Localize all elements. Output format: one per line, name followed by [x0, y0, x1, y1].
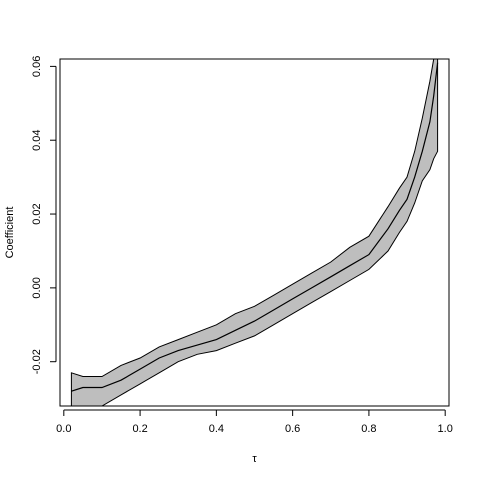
- y-tick-label: 0.06: [31, 56, 43, 77]
- x-tick-label: 0.6: [285, 423, 300, 435]
- x-tick-label: 0.0: [56, 423, 71, 435]
- y-axis: -0.02 0.00 0.02 0.04 0.06: [31, 56, 57, 374]
- confidence-band: [70, 58, 439, 407]
- x-tick-label: 0.4: [209, 423, 224, 435]
- x-tick-label: 0.2: [132, 423, 147, 435]
- estimate-line: [71, 62, 439, 392]
- y-tick-label: 0.00: [31, 277, 43, 298]
- y-tick-label: 0.02: [31, 203, 43, 224]
- y-axis-title: Coefficient: [4, 207, 16, 259]
- plot-area-frame: [59, 58, 450, 407]
- x-tick-label: 1.0: [438, 423, 453, 435]
- y-tick-label: -0.02: [31, 349, 43, 374]
- confidence-band-layer: [70, 58, 439, 407]
- x-tick-label: 0.8: [361, 423, 376, 435]
- x-axis-title: τ: [252, 453, 257, 465]
- y-tick-label: 0.04: [31, 130, 43, 151]
- x-axis: 0.0 0.2 0.4 0.6 0.8 1.0: [56, 409, 453, 435]
- estimate-line-layer: [71, 62, 439, 392]
